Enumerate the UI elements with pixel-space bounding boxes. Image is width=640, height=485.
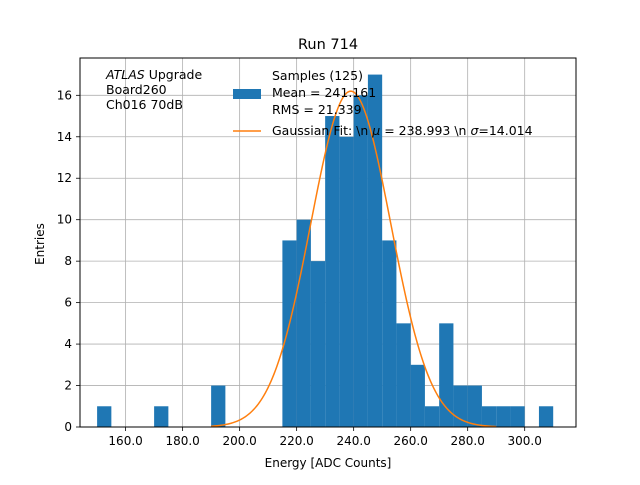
legend-hist-label: Mean = 241.161	[272, 85, 376, 100]
y-tick-label: 2	[64, 379, 72, 393]
histogram-bar	[97, 406, 112, 427]
histogram-bar	[467, 385, 482, 427]
x-tick-label: 280.0	[450, 434, 484, 448]
histogram-bar	[410, 364, 425, 427]
x-tick-label: 240.0	[336, 434, 370, 448]
annotation-line: Ch016 70dB	[106, 97, 183, 112]
y-tick-label: 16	[57, 88, 72, 102]
x-tick-label: 220.0	[279, 434, 313, 448]
gaussian-fit-line	[211, 90, 497, 428]
axis-ticks: 160.0 180.0 200.0 220.0 240.0 260.0 280.0 300.0…	[57, 88, 542, 448]
y-tick-label: 12	[57, 171, 72, 185]
histogram-bar	[481, 406, 497, 427]
x-tick-label: 160.0	[108, 434, 142, 448]
histogram-bar	[510, 406, 525, 427]
y-tick-label: 6	[64, 296, 72, 310]
histogram-bar	[211, 385, 226, 427]
histogram-bar	[339, 136, 354, 428]
histogram-bar	[439, 323, 454, 427]
y-tick-label: 8	[64, 254, 72, 268]
y-tick-label: 14	[57, 130, 72, 144]
legend-fit-label: Gaussian Fit: \n μ = 238.993 \n σ=14.014	[272, 123, 533, 138]
histogram-bar	[353, 95, 368, 427]
histogram-bar	[424, 406, 440, 427]
histogram-bar	[496, 406, 511, 427]
histogram-bar	[396, 323, 411, 427]
histogram-bar	[325, 116, 340, 427]
y-axis-label: Entries	[33, 223, 47, 265]
y-tick-label: 10	[57, 213, 72, 227]
legend: Samples (125) Mean = 241.161 RMS = 21.33…	[233, 68, 533, 138]
annotation-line: Board260	[106, 82, 167, 97]
histogram-bar	[296, 219, 311, 427]
histogram-bar	[310, 261, 326, 427]
x-tick-label: 200.0	[222, 434, 256, 448]
axes-frame	[79, 57, 577, 428]
atlas-annotation: ATLAS Upgrade Board260 Ch016 70dB	[105, 67, 202, 112]
histogram-bar	[538, 406, 554, 427]
x-tick-label: 260.0	[393, 434, 427, 448]
histogram-bar	[282, 240, 297, 427]
y-tick-label: 0	[64, 420, 72, 434]
x-axis-label: Energy [ADC Counts]	[265, 456, 392, 470]
chart-title: Run 714	[298, 37, 358, 53]
legend-hist-label: Samples (125)	[272, 68, 363, 83]
x-tick-label: 180.0	[165, 434, 199, 448]
annotation-line: ATLAS Upgrade	[105, 67, 202, 82]
gaussian-fit	[211, 90, 497, 428]
legend-hist-label: RMS = 21.339	[272, 102, 362, 117]
legend-hist-swatch	[233, 89, 261, 99]
y-tick-label: 4	[64, 337, 72, 351]
histogram-bar	[154, 406, 169, 427]
histogram-bars	[97, 74, 554, 428]
x-tick-label: 300.0	[508, 434, 542, 448]
histogram-bar	[382, 240, 397, 427]
